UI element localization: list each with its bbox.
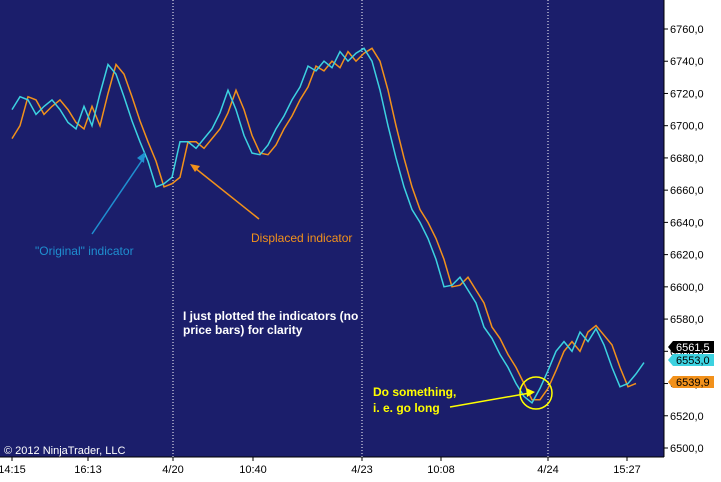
- action-line-1: Do something,: [373, 385, 456, 399]
- original-arrowhead: [137, 152, 145, 163]
- original-arrow: [91, 155, 146, 235]
- y-tick-label: 6700,0: [670, 121, 704, 133]
- y-tick-label: 6720,0: [670, 88, 704, 100]
- y-tick-label: 6760,0: [670, 24, 704, 36]
- displaced-arrowhead: [190, 164, 200, 172]
- original-indicator-label: "Original" indicator: [35, 244, 134, 258]
- y-tick-label: 6740,0: [670, 56, 704, 68]
- y-tick-label: 6580,0: [670, 314, 704, 326]
- entry-circle: [519, 376, 553, 410]
- copyright-text: © 2012 NinjaTrader, LLC: [4, 445, 125, 457]
- price-tag-last: 6561,5: [668, 341, 714, 354]
- svg-text:6553,0: 6553,0: [676, 355, 710, 367]
- y-tick-label: 6600,0: [670, 282, 704, 294]
- plot-background: [0, 0, 664, 457]
- action-arrow: [449, 392, 531, 408]
- x-tick-label: 16:13: [74, 464, 102, 476]
- x-tick-label: 4/23: [351, 464, 372, 476]
- displaced-indicator-label: Displaced indicator: [251, 231, 352, 245]
- x-tick-label: 15:27: [613, 464, 641, 476]
- price-tag-original: 6553,0: [668, 354, 714, 367]
- x-tick-label: 10:08: [427, 464, 455, 476]
- x-tick-label: 10:40: [239, 464, 267, 476]
- svg-text:6539,9: 6539,9: [676, 377, 710, 389]
- y-axis-panel: [664, 0, 721, 482]
- original-indicator-line: [11, 47, 645, 405]
- y-tick-label: 6640,0: [670, 217, 704, 229]
- y-tick-label: 6680,0: [670, 153, 704, 165]
- action-arrowhead: [526, 388, 535, 397]
- x-tick-label: 4/20: [162, 464, 183, 476]
- y-tick-label: 6500,0: [670, 443, 704, 455]
- y-tick-label: 6660,0: [670, 185, 704, 197]
- y-tick-label: 6620,0: [670, 250, 704, 262]
- note-line-2: price bars) for clarity: [183, 323, 303, 337]
- displaced-arrow: [194, 167, 260, 220]
- x-tick-label: 4/24: [537, 464, 558, 476]
- y-tick-label: 6520,0: [670, 411, 704, 423]
- note-line-1: I just plotted the indicators (no: [183, 309, 358, 323]
- displaced-indicator-line: [11, 47, 637, 401]
- action-line-2: i. e. go long: [373, 401, 440, 415]
- x-tick-label: 14:15: [0, 464, 26, 476]
- price-tag-displaced: 6539,9: [668, 376, 714, 389]
- svg-text:6561,5: 6561,5: [676, 342, 710, 354]
- x-axis-panel: [0, 457, 664, 482]
